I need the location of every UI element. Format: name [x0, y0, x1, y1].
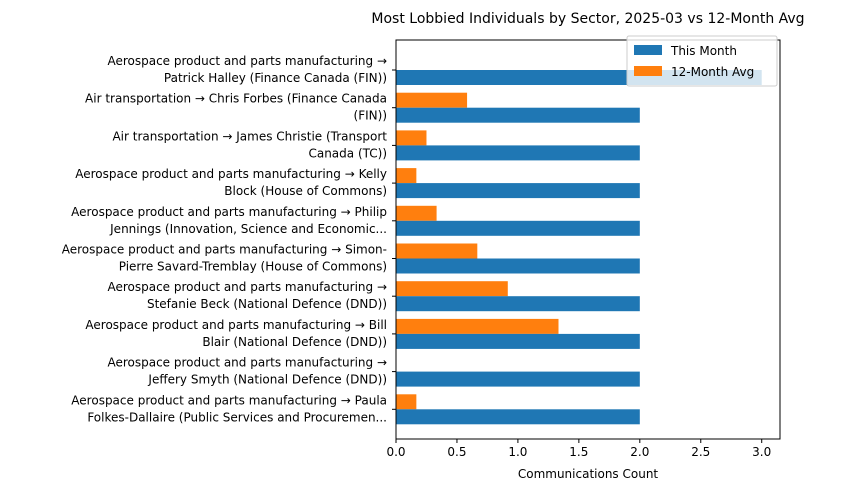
y-tick-label-9-line-1: Folkes-Dallaire (Public Services and Pro… [87, 410, 387, 424]
x-axis-label: Communications Count [518, 467, 659, 481]
legend-box [626, 35, 778, 87]
x-tick-label-5: 2.5 [691, 445, 710, 459]
y-tick-label-4-line-1: Jennings (Innovation, Science and Econom… [109, 222, 387, 236]
legend-swatch-12-month-avg [634, 66, 662, 76]
y-tick-label-9-line-0: Aerospace product and parts manufacturin… [71, 393, 387, 407]
y-tick-label-1-line-1: (FIN)) [354, 109, 387, 123]
y-tick-label-0-line-0: Aerospace product and parts manufacturin… [107, 54, 387, 68]
y-tick-label-2-line-0: Air transportation → James Christie (Tra… [112, 129, 387, 143]
bar-this-month-9 [396, 409, 640, 425]
chart-title: Most Lobbied Individuals by Sector, 2025… [371, 11, 804, 27]
bar-12-month-avg-1 [396, 92, 468, 108]
y-tick-label-6-line-1: Stefanie Beck (National Defence (DND)) [147, 297, 387, 311]
y-tick-label-8-line-1: Jeffery Smyth (National Defence (DND)) [147, 373, 387, 387]
plot-area [395, 39, 781, 440]
y-tick-label-5-line-0: Aerospace product and parts manufacturin… [62, 243, 387, 257]
y-tick-label-5-line-1: Pierre Savard-Tremblay (House of Commons… [119, 260, 387, 274]
bar-12-month-avg-4 [396, 205, 437, 221]
bar-12-month-avg-5 [396, 243, 478, 259]
bar-12-month-avg-6 [396, 281, 508, 297]
y-tick-label-1-line-0: Air transportation → Chris Forbes (Finan… [85, 92, 387, 106]
y-tick-label-4-line-0: Aerospace product and parts manufacturin… [71, 205, 387, 219]
x-tick-label-4: 2.0 [630, 445, 649, 459]
legend-label-12-month-avg: 12-Month Avg [671, 65, 754, 79]
x-axis: 0.0 0.5 1.0 1.5 2.0 2.5 3.0 [386, 439, 771, 459]
x-tick-label-6: 3.0 [752, 445, 771, 459]
bar-12-month-avg-3 [396, 168, 417, 184]
y-axis: Aerospace product and parts manufacturin… [62, 54, 396, 424]
x-tick-label-1: 0.5 [447, 445, 466, 459]
bar-this-month-8 [396, 371, 640, 387]
y-tick-label-6-line-0: Aerospace product and parts manufacturin… [107, 280, 387, 294]
bar-12-month-avg-2 [396, 130, 427, 146]
bar-this-month-3 [396, 183, 640, 199]
y-tick-label-8-line-0: Aerospace product and parts manufacturin… [107, 356, 387, 370]
bars-group [396, 70, 762, 425]
y-tick-label-0-line-1: Patrick Halley (Finance Canada (FIN)) [164, 71, 387, 85]
y-tick-label-7-line-0: Aerospace product and parts manufacturin… [85, 318, 387, 332]
bar-this-month-2 [396, 145, 640, 161]
plot-frame [395, 39, 781, 440]
y-tick-label-7-line-1: Blair (National Defence (DND)) [202, 335, 387, 349]
legend: This Month 12-Month Avg [626, 35, 778, 87]
y-tick-label-2-line-1: Canada (TC)) [308, 146, 387, 160]
bar-this-month-4 [396, 220, 640, 236]
x-tick-label-3: 1.5 [569, 445, 588, 459]
legend-label-this-month: This Month [670, 44, 737, 58]
bar-this-month-6 [396, 296, 640, 312]
y-tick-label-3-line-0: Aerospace product and parts manufacturin… [75, 167, 387, 181]
bar-this-month-7 [396, 333, 640, 349]
y-tick-label-3-line-1: Block (House of Commons) [224, 184, 387, 198]
x-tick-label-2: 1.0 [508, 445, 527, 459]
bar-this-month-1 [396, 107, 640, 123]
bar-12-month-avg-7 [396, 318, 559, 334]
legend-swatch-this-month [634, 45, 662, 55]
x-tick-label-0: 0.0 [386, 445, 405, 459]
bar-this-month-5 [396, 258, 640, 274]
bar-12-month-avg-9 [396, 394, 417, 410]
